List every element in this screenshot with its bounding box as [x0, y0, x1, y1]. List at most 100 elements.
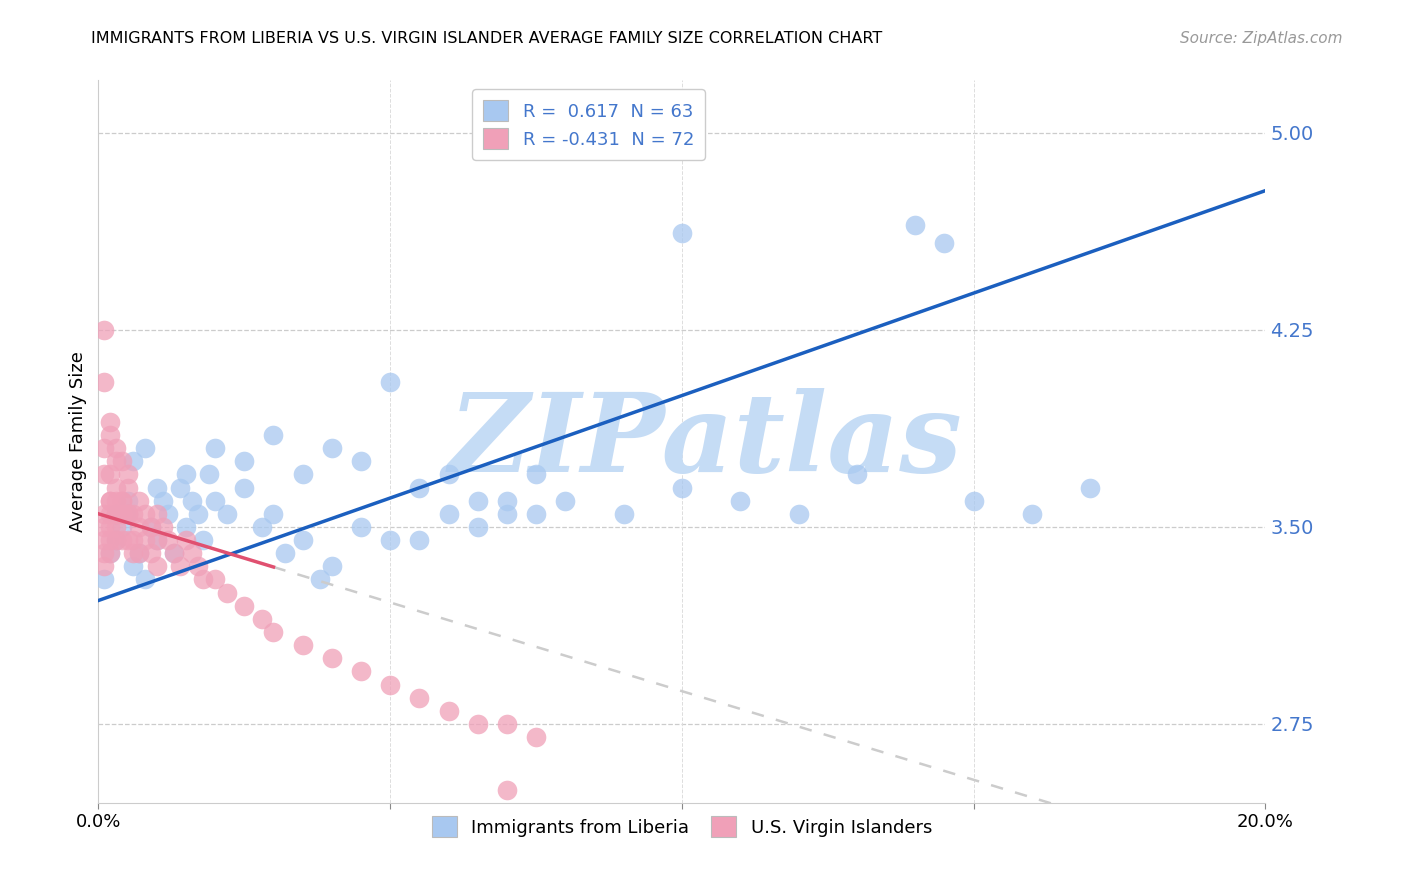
Point — [104, 441, 127, 455]
Point — [496, 493, 519, 508]
Text: ZIPatlas: ZIPatlas — [449, 388, 962, 495]
Point — [104, 507, 127, 521]
Point — [321, 559, 343, 574]
Point — [187, 559, 209, 574]
Point — [146, 481, 169, 495]
Point — [104, 493, 127, 508]
Text: Source: ZipAtlas.com: Source: ZipAtlas.com — [1180, 31, 1343, 46]
Point — [380, 376, 402, 390]
Point — [98, 520, 121, 534]
Point — [104, 507, 127, 521]
Point — [128, 546, 150, 560]
Point — [180, 493, 202, 508]
Point — [846, 467, 869, 482]
Point — [134, 441, 156, 455]
Point — [408, 481, 430, 495]
Point — [496, 782, 519, 797]
Point — [408, 533, 430, 547]
Point — [128, 546, 150, 560]
Point — [309, 573, 332, 587]
Point — [98, 415, 121, 429]
Point — [671, 226, 693, 240]
Point — [408, 690, 430, 705]
Point — [350, 665, 373, 679]
Point — [134, 533, 156, 547]
Point — [93, 546, 115, 560]
Point — [139, 546, 162, 560]
Point — [169, 559, 191, 574]
Point — [163, 546, 186, 560]
Point — [93, 507, 115, 521]
Point — [117, 493, 139, 508]
Point — [215, 507, 238, 521]
Point — [204, 441, 226, 455]
Point — [262, 625, 284, 640]
Point — [104, 533, 127, 547]
Point — [98, 533, 121, 547]
Point — [117, 467, 139, 482]
Point — [437, 704, 460, 718]
Point — [467, 717, 489, 731]
Point — [262, 428, 284, 442]
Point — [117, 507, 139, 521]
Point — [730, 493, 752, 508]
Point — [204, 573, 226, 587]
Point — [787, 507, 810, 521]
Point — [193, 533, 215, 547]
Point — [496, 507, 519, 521]
Point — [962, 493, 984, 508]
Point — [250, 612, 273, 626]
Point — [93, 533, 115, 547]
Point — [193, 573, 215, 587]
Y-axis label: Average Family Size: Average Family Size — [69, 351, 87, 532]
Point — [93, 559, 115, 574]
Point — [291, 533, 314, 547]
Point — [437, 507, 460, 521]
Point — [117, 507, 139, 521]
Point — [146, 533, 169, 547]
Point — [93, 376, 115, 390]
Point — [321, 441, 343, 455]
Point — [139, 520, 162, 534]
Point — [117, 481, 139, 495]
Point — [262, 507, 284, 521]
Point — [174, 533, 197, 547]
Point — [180, 546, 202, 560]
Point — [934, 236, 956, 251]
Point — [174, 467, 197, 482]
Point — [198, 467, 221, 482]
Point — [274, 546, 297, 560]
Point — [163, 546, 186, 560]
Point — [98, 546, 121, 560]
Point — [117, 507, 139, 521]
Point — [98, 428, 121, 442]
Point — [128, 493, 150, 508]
Point — [98, 493, 121, 508]
Point — [139, 520, 162, 534]
Point — [1080, 481, 1102, 495]
Point — [233, 481, 256, 495]
Point — [111, 493, 134, 508]
Point — [467, 520, 489, 534]
Point — [93, 520, 115, 534]
Point — [321, 651, 343, 665]
Point — [104, 520, 127, 534]
Point — [134, 507, 156, 521]
Point — [152, 520, 174, 534]
Point — [111, 454, 134, 468]
Point — [467, 493, 489, 508]
Point — [554, 493, 576, 508]
Point — [671, 481, 693, 495]
Point — [612, 507, 634, 521]
Point — [233, 599, 256, 613]
Point — [174, 520, 197, 534]
Point — [380, 677, 402, 691]
Point — [146, 533, 169, 547]
Legend: Immigrants from Liberia, U.S. Virgin Islanders: Immigrants from Liberia, U.S. Virgin Isl… — [425, 809, 939, 845]
Point — [524, 507, 547, 521]
Point — [146, 559, 169, 574]
Point — [122, 546, 145, 560]
Point — [204, 493, 226, 508]
Point — [291, 467, 314, 482]
Point — [111, 493, 134, 508]
